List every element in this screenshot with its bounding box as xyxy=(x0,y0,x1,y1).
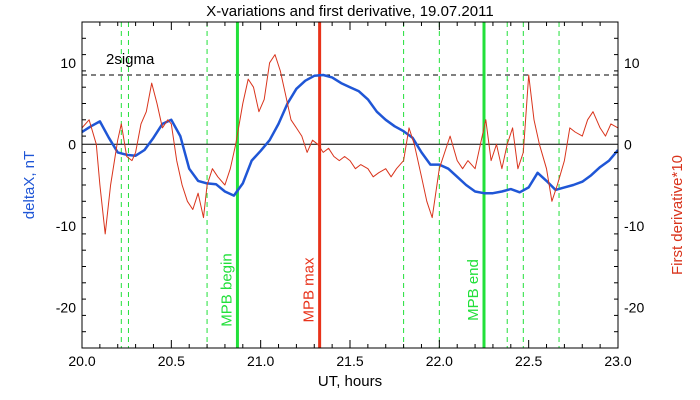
x-tick-label-5: 22.5 xyxy=(515,353,542,369)
y-axis-right-ticks: 10 0 -10 -20 xyxy=(614,21,644,349)
series-derivative xyxy=(82,54,618,235)
x-tick-label-3: 21.5 xyxy=(336,353,363,369)
x-tick-label-2: 21.0 xyxy=(247,353,274,369)
y-tick-label-right-0: 10 xyxy=(624,55,640,71)
series-deltaX xyxy=(82,73,618,197)
dashed-lines-group xyxy=(120,22,560,348)
marker-label-2: MPB end xyxy=(465,259,482,321)
x-tick-label-0: 20.0 xyxy=(68,353,95,369)
marker-label-0: MPB begin xyxy=(218,253,235,326)
x-tick-label-4: 22.0 xyxy=(426,353,453,369)
x-tick-label-1: 20.5 xyxy=(158,353,185,369)
marker-label-1: MPB max xyxy=(301,257,318,323)
x-tick-label-6: 23.0 xyxy=(604,353,631,369)
mpb-markers-group: MPB begin MPB max MPB end xyxy=(218,22,486,348)
y-tick-label-left-3: -20 xyxy=(56,299,76,315)
y-tick-label-left-2: -10 xyxy=(56,218,76,234)
y-axis-right-title: First derivative*10 xyxy=(669,155,686,275)
y-tick-label-right-1: 0 xyxy=(624,136,632,152)
x-axis-ticks: 20.0 20.5 21.0 21.5 22.0 22.5 23.0 xyxy=(68,22,632,369)
y-axis-left-ticks: 10 0 -10 -20 xyxy=(56,21,86,349)
y-tick-label-left-1: 0 xyxy=(68,136,76,152)
y-axis-left-title: deltaX, nT xyxy=(21,151,38,219)
y-tick-label-right-2: -10 xyxy=(624,218,644,234)
chart-title: X-variations and first derivative, 19.07… xyxy=(206,3,493,20)
series-group xyxy=(82,54,618,235)
plot-frame xyxy=(81,21,619,349)
y-tick-label-right-3: -20 xyxy=(624,299,644,315)
x-axis-title: UT, hours xyxy=(318,373,382,390)
y-tick-label-left-0: 10 xyxy=(60,55,76,71)
sigma-label: 2sigma xyxy=(106,51,155,68)
